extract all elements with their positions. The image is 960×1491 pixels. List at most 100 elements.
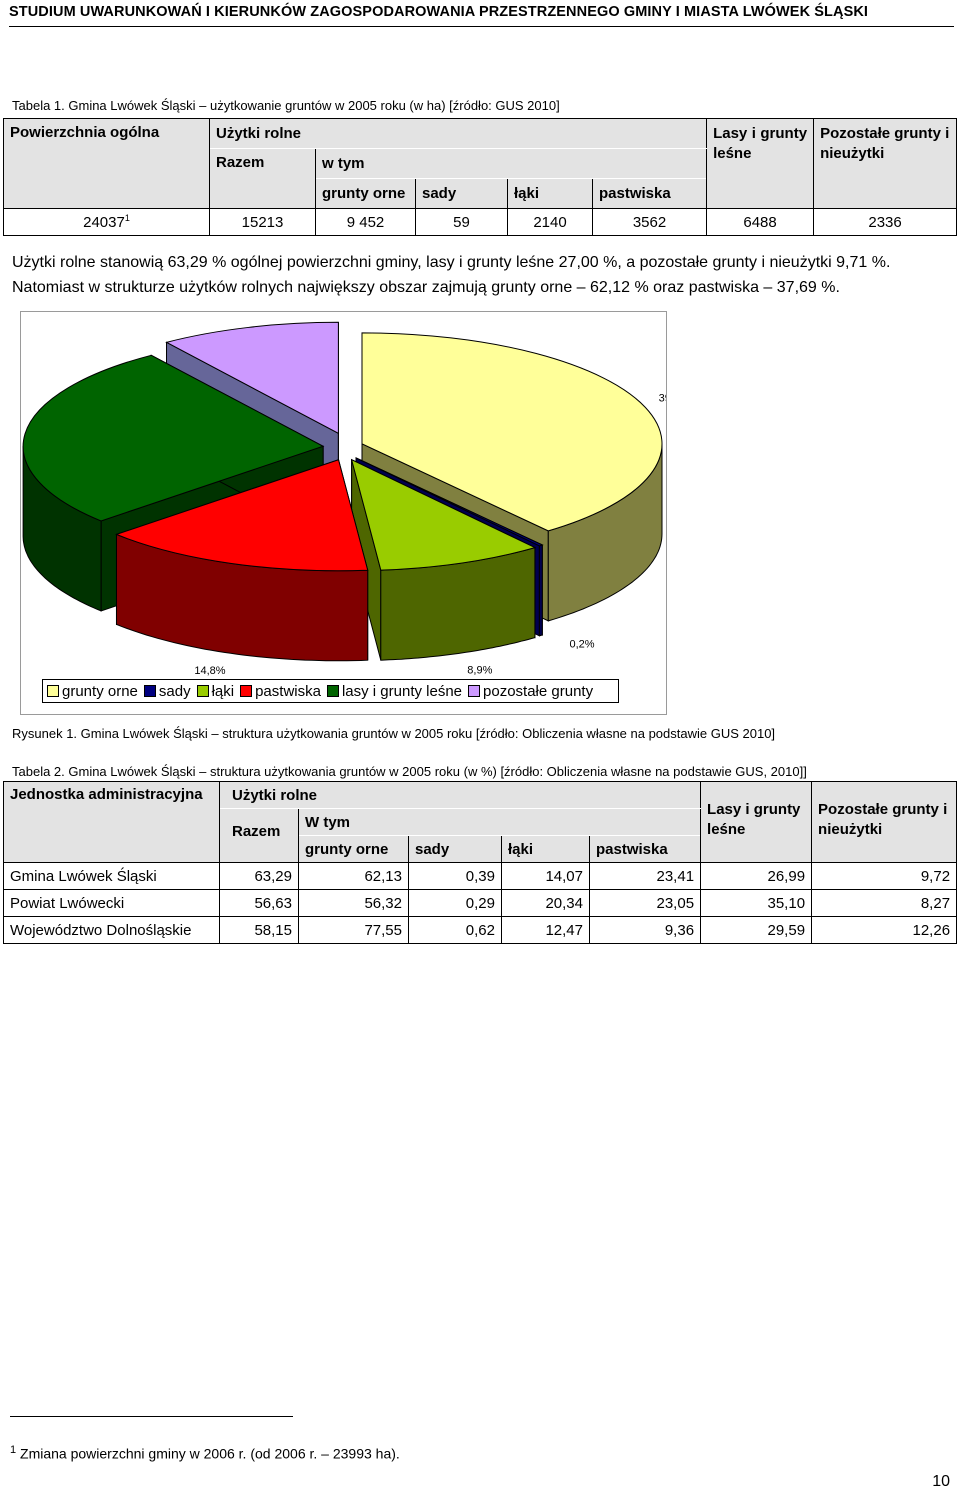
t2-header-agri: Użytki rolne (218, 781, 702, 809)
legend-swatch-pozostale-grunty (468, 685, 481, 697)
t1-header-pastwiska: pastwiska (591, 178, 708, 209)
legend-label-pozostale-grunty: pozostałe grunty (483, 682, 594, 700)
pie-top-laki (350, 458, 537, 571)
t2-header-wtym: W tym (297, 808, 702, 836)
t1-cell-pozostale: 2336 (813, 208, 958, 236)
t2-cell-razem: 63,29 (219, 862, 299, 890)
pie-top-sady (355, 457, 544, 547)
t2-cell-pastwiska: 9,36 (588, 916, 702, 944)
legend-swatch-grunty-orne (47, 685, 59, 697)
data-label-pozostale-grunty: 9,7% (219, 312, 244, 313)
t2-cell-orne: 62,13 (298, 862, 409, 890)
footnote: 1 Zmiana powierzchni gminy w 2006 r. (od… (10, 1444, 400, 1462)
table1: Powierzchnia ogólna Użytki rolne Lasy i … (3, 118, 958, 236)
t2-cell-pozostale: 9,72 (811, 862, 958, 890)
pie-top-pozostale-grunty (165, 321, 339, 435)
t2-cell-pastwiska: 23,05 (588, 889, 702, 917)
legend-item-lasy-i-grunty-lesne: lasy i grunty leśne (326, 682, 463, 700)
t1-header-razem: Razem (209, 148, 316, 209)
legend-label-laki: łąki (211, 682, 235, 700)
t1-cell-lasy: 6488 (706, 208, 815, 236)
t2-header-laki: łąki (501, 835, 590, 863)
t1-cell-razem: 15213 (209, 208, 316, 236)
t2-header-pozostale: Pozostałe grunty i nieużytki (811, 781, 958, 863)
pie-slice-laki (350, 458, 537, 661)
t2-header-pastwiska: pastwiska (588, 835, 702, 863)
t2-cell-orne: 77,55 (298, 916, 409, 944)
t2-header-sady: sady (408, 835, 502, 863)
t1-cell-laki: 2140 (507, 208, 593, 236)
header-rule (9, 26, 954, 27)
t2-cell-unit: Gmina Lwówek Śląski (3, 862, 220, 890)
pie-chart-frame: 39,3%0,2%8,9%14,8%27,0%9,7% (0, 301, 690, 715)
body-paragraph: Użytki rolne stanowią 63,29 % ogólnej po… (12, 254, 891, 296)
t1-cell-total: 240371 (3, 208, 210, 236)
t1-header-agri: Użytki rolne (208, 118, 708, 149)
t1-header-lasy: Lasy i grunty leśne (706, 118, 815, 209)
legend-swatch-pastwiska (240, 685, 253, 697)
t2-cell-lasy: 35,10 (700, 889, 813, 917)
t2-cell-unit: Powiat Lwówecki (3, 889, 220, 917)
legend-swatch-lasy-i-grunty-lesne (326, 685, 339, 697)
t1-header-pozostale: Pozostałe grunty i nieużytki (813, 118, 958, 209)
pie-chart: 39,3%0,2%8,9%14,8%27,0%9,7% (0, 301, 690, 677)
t2-cell-razem: 58,15 (219, 916, 299, 944)
t1-cell-sady: 59 (415, 208, 508, 236)
footnote-marker: 1 (10, 1444, 17, 1456)
t2-cell-sady: 0,39 (408, 862, 502, 890)
pie-slice-pastwiska (115, 459, 369, 662)
t2-cell-laki: 12,47 (501, 916, 590, 944)
legend-item-laki: łąki (196, 682, 235, 700)
legend-swatch-laki (196, 685, 209, 697)
footnote-rule (10, 1416, 293, 1417)
t2-header-unit: Jednostka administracyjna (3, 781, 220, 863)
table2: Jednostka administracyjna Użytki rolne L… (3, 781, 958, 944)
data-label-pastwiska: 14,8% (194, 665, 225, 677)
t1-header-total: Powierzchnia ogólna (3, 118, 210, 209)
t2-header-razem: Razem (219, 808, 299, 863)
footnote-text: Zmiana powierzchni gminy w 2006 r. (od 2… (20, 1445, 400, 1462)
legend-item-sady: sady (143, 683, 191, 700)
t2-cell-sady: 0,29 (408, 889, 502, 917)
table-row: Województwo Dolnośląskie 58,15 77,55 0,6… (3, 916, 958, 944)
legend-label-lasy-i-grunty-lesne: lasy i grunty leśne (341, 682, 463, 700)
legend-label-pastwiska: pastwiska (255, 682, 321, 700)
t1-header-orne: grunty orne (315, 178, 416, 209)
legend-item-pozostale-grunty: pozostałe grunty (468, 683, 593, 700)
pie-top-grunty-orne (361, 332, 663, 532)
t2-cell-laki: 20,34 (501, 889, 590, 917)
t1-header-sady: sady (415, 178, 508, 209)
table-row: Gmina Lwówek Śląski 63,29 62,13 0,39 14,… (3, 862, 958, 890)
table1-caption: Tabela 1. Gmina Lwówek Śląski – użytkowa… (12, 98, 560, 113)
table2-caption: Tabela 2. Gmina Lwówek Śląski – struktur… (12, 764, 807, 779)
t2-cell-pozostale: 8,27 (811, 889, 958, 917)
document-header: STUDIUM UWARUNKOWAŃ I KIERUNKÓW ZAGOSPOD… (9, 4, 869, 20)
t2-cell-laki: 14,07 (501, 862, 590, 890)
t2-cell-pozostale: 12,26 (811, 916, 958, 944)
legend-item-pastwiska: pastwiska (240, 683, 321, 700)
t2-header-orne: grunty orne (298, 835, 409, 863)
pie-side-sady (538, 544, 543, 637)
t2-cell-pastwiska: 23,41 (588, 862, 702, 890)
t1-header-laki: łąki (507, 178, 593, 209)
legend-label-grunty-orne: grunty orne (62, 682, 138, 700)
table-row: 240371 15213 9 452 59 2140 3562 6488 233… (3, 208, 958, 236)
pie-top-pastwiska (115, 459, 369, 572)
legend-item-grunty-orne: grunty orne (47, 683, 138, 700)
t2-cell-razem: 56,63 (219, 889, 299, 917)
t2-cell-lasy: 29,59 (700, 916, 813, 944)
figure-caption: Rysunek 1. Gmina Lwówek Śląski – struktu… (12, 726, 776, 741)
chart-legend: grunty orne sady łąki pastwiska lasy i grunt… (42, 679, 619, 703)
page-number: 10 (932, 1473, 950, 1490)
t2-header-lasy: Lasy i grunty leśne (700, 781, 813, 863)
t1-cell-pastwiska: 3562 (591, 208, 708, 236)
data-label-laki: 8,9% (467, 665, 492, 677)
t1-cell-orne: 9 452 (315, 208, 416, 236)
t2-cell-sady: 0,62 (408, 916, 502, 944)
data-label-grunty-orne: 39,3% (659, 393, 666, 405)
t1-header-wtym: w tym (314, 148, 708, 179)
t2-cell-lasy: 26,99 (700, 862, 813, 890)
table-row: Powiat Lwówecki 56,63 56,32 0,29 20,34 2… (3, 889, 958, 917)
t2-cell-unit: Województwo Dolnośląskie (3, 916, 220, 944)
pie-top-lasy-i-grunty-lesne (22, 354, 325, 522)
